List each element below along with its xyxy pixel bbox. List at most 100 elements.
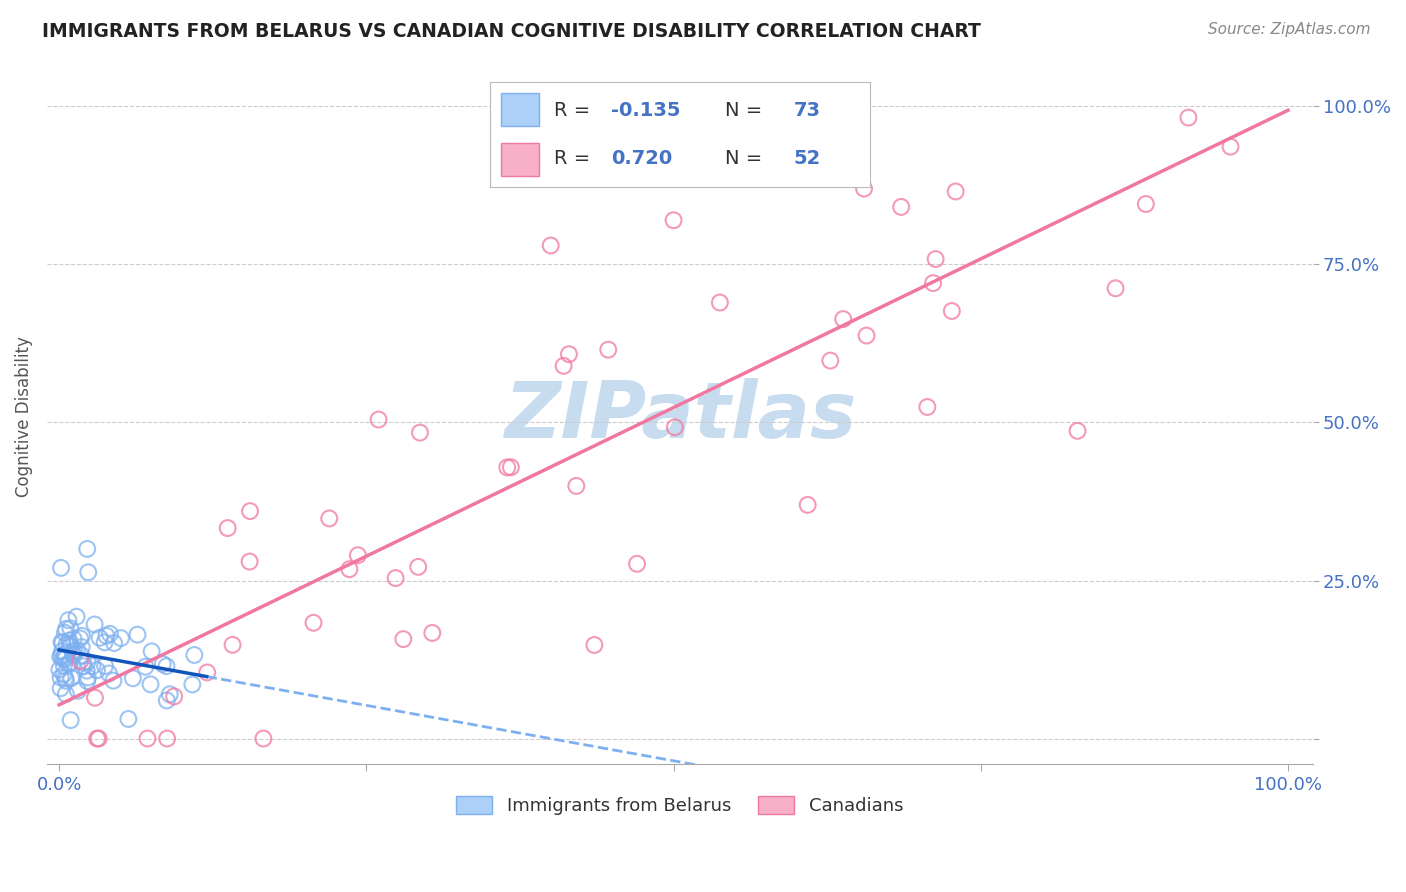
Point — [76, 655, 98, 669]
Point — [117, 712, 139, 726]
Point — [52, 667, 75, 681]
Point — [59, 640, 82, 654]
Point — [302, 615, 325, 630]
Point — [406, 559, 429, 574]
Point — [1104, 281, 1126, 295]
Point — [97, 666, 120, 681]
Point — [58, 657, 80, 671]
Point — [152, 657, 174, 671]
Point — [53, 671, 76, 685]
Point — [420, 626, 443, 640]
Point — [103, 673, 125, 688]
Point — [86, 731, 108, 746]
Point — [77, 566, 100, 580]
Point — [890, 200, 912, 214]
Point — [52, 658, 75, 673]
Point — [853, 181, 876, 195]
Text: ZIPatlas: ZIPatlas — [503, 378, 856, 454]
Point — [922, 276, 945, 290]
Point — [1219, 139, 1241, 153]
Point — [59, 713, 82, 727]
Point — [69, 654, 91, 668]
Point — [855, 328, 877, 343]
Point — [55, 647, 77, 661]
Point — [917, 400, 939, 414]
Point — [62, 648, 84, 663]
Y-axis label: Cognitive Disability: Cognitive Disability — [15, 335, 32, 497]
Point — [59, 637, 82, 651]
Point — [51, 636, 73, 650]
Point — [49, 561, 72, 575]
Point — [221, 638, 243, 652]
Point — [48, 663, 70, 677]
Point — [384, 571, 406, 585]
Point — [94, 659, 117, 673]
Point — [51, 644, 73, 658]
Point — [87, 731, 110, 746]
Point — [252, 731, 274, 746]
Point — [183, 648, 205, 662]
Point — [924, 252, 946, 266]
Point — [239, 555, 262, 569]
Point — [66, 683, 89, 698]
Point — [662, 213, 685, 227]
Point — [832, 312, 855, 326]
Point — [53, 649, 76, 664]
Point — [96, 629, 118, 643]
Point — [156, 693, 179, 707]
Point — [70, 629, 93, 643]
Point — [1135, 197, 1157, 211]
Point — [66, 643, 89, 657]
Point — [49, 681, 72, 696]
Legend: Immigrants from Belarus, Canadians: Immigrants from Belarus, Canadians — [447, 787, 912, 824]
Point — [52, 652, 75, 666]
Point — [70, 648, 93, 663]
Point — [60, 671, 83, 685]
Point — [51, 648, 73, 663]
Point — [84, 690, 107, 705]
Point — [1177, 111, 1199, 125]
Point — [156, 731, 179, 746]
Point — [103, 636, 125, 650]
Point — [110, 631, 132, 645]
Point — [181, 677, 204, 691]
Point — [239, 504, 262, 518]
Point — [499, 460, 522, 475]
Point — [163, 690, 186, 704]
Point — [127, 628, 149, 642]
Point — [49, 671, 72, 685]
Point — [49, 649, 72, 664]
Point — [347, 548, 370, 562]
Point — [93, 635, 115, 649]
Point — [195, 665, 218, 680]
Point — [709, 295, 731, 310]
Point — [155, 659, 177, 673]
Point — [598, 343, 620, 357]
Point — [122, 671, 145, 685]
Point — [217, 521, 239, 535]
Point — [59, 656, 82, 670]
Point — [134, 660, 156, 674]
Point — [55, 637, 77, 651]
Text: Source: ZipAtlas.com: Source: ZipAtlas.com — [1208, 22, 1371, 37]
Point — [98, 627, 121, 641]
Point — [339, 562, 361, 576]
Point — [69, 632, 91, 646]
Point — [70, 640, 93, 654]
Point — [62, 647, 84, 661]
Point — [76, 541, 98, 556]
Point — [72, 659, 94, 673]
Point — [626, 557, 648, 571]
Point — [65, 609, 87, 624]
Point — [55, 622, 77, 636]
Point — [496, 460, 519, 475]
Point — [77, 670, 100, 684]
Point — [139, 677, 162, 691]
Point — [392, 632, 415, 646]
Point — [72, 656, 94, 670]
Point — [55, 652, 77, 666]
Point — [367, 412, 389, 426]
Point — [55, 687, 77, 701]
Point — [1066, 424, 1088, 438]
Point — [141, 644, 163, 658]
